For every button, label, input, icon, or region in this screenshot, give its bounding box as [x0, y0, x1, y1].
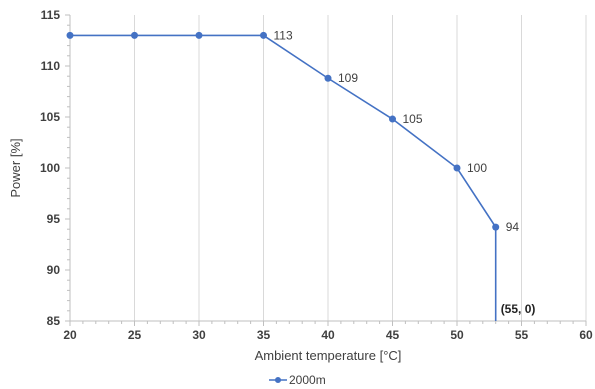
series-line-2000m	[70, 34, 497, 321]
data-label-100: 100	[467, 161, 487, 175]
legend-label-2000m: 2000m	[289, 373, 326, 387]
axes	[65, 14, 587, 326]
data-point	[453, 164, 461, 172]
x-tick-label-40: 40	[321, 328, 335, 342]
grid-lines	[134, 15, 587, 321]
x-tick-label-45: 45	[386, 328, 400, 342]
data-point	[131, 31, 138, 39]
x-tick-label-55: 55	[515, 328, 529, 342]
data-point	[66, 31, 74, 39]
x-tick-label-50: 50	[450, 328, 464, 342]
annotation-label: (55, 0)	[501, 302, 536, 316]
tick-labels: 20 25 30 35 40 45 50 55 60 85 90 95 100 105 110 115	[40, 8, 593, 342]
x-tick-label-60: 60	[579, 328, 593, 342]
x-tick-label-20: 20	[63, 328, 77, 342]
x-tick-label-30: 30	[192, 328, 206, 342]
data-point	[195, 31, 203, 39]
legend-dot-marker	[275, 377, 281, 383]
data-point	[260, 31, 267, 39]
data-point	[389, 115, 396, 123]
series-2000m	[66, 31, 500, 321]
y-tick-label-105: 105	[40, 110, 60, 124]
data-label-109: 109	[338, 71, 358, 85]
data-point	[324, 74, 332, 82]
y-tick-label-115: 115	[41, 8, 61, 22]
y-tick-label-85: 85	[47, 314, 61, 328]
y-tick-label-90: 90	[47, 263, 61, 277]
data-labels: 113 109 105 100 94 (55, 0)	[274, 28, 536, 315]
x-tick-label-25: 25	[128, 328, 142, 342]
data-label-94: 94	[506, 220, 520, 234]
legend: 2000m	[269, 373, 326, 387]
data-label-105: 105	[403, 112, 423, 126]
y-axis-title: Power [%]	[8, 138, 23, 197]
y-tick-label-95: 95	[47, 212, 61, 226]
data-label-113: 113	[274, 28, 293, 42]
data-point	[492, 223, 500, 231]
x-tick-label-35: 35	[257, 328, 271, 342]
x-axis-title: Ambient temperature [°C]	[255, 348, 402, 363]
y-tick-label-110: 110	[41, 59, 61, 73]
y-tick-label-100: 100	[40, 161, 60, 175]
